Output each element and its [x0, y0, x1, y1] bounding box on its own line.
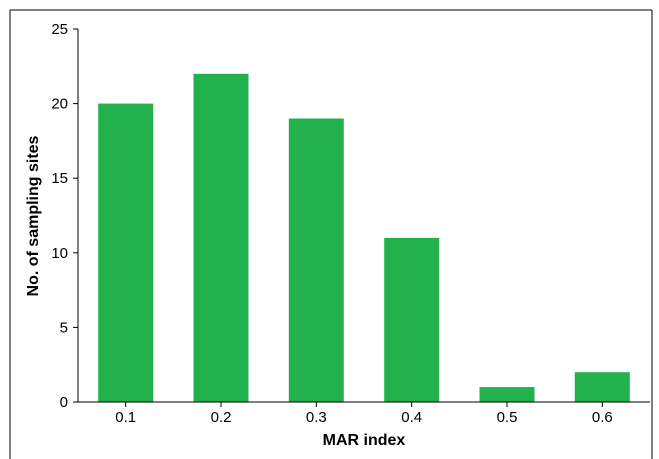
- y-tick-label: 20: [51, 96, 68, 113]
- x-tick-label: 0.1: [115, 409, 136, 426]
- plot-area: 0 5 10 15 20 25 0.1 0.2 0.3 0.4 0.5 0.6: [51, 21, 650, 426]
- x-axis-title: MAR index: [323, 432, 406, 449]
- bar-0.4: [384, 237, 440, 402]
- bar-0.2: [193, 73, 249, 403]
- y-tick-label: 0: [60, 394, 68, 411]
- bar-0.1: [98, 103, 154, 402]
- bar-0.6: [574, 372, 630, 402]
- y-tick-label: 10: [51, 245, 68, 262]
- y-tick-label: 5: [60, 319, 68, 336]
- x-tick-label: 0.5: [497, 409, 518, 426]
- x-tick-label: 0.6: [592, 409, 613, 426]
- bar-0.5: [479, 387, 535, 402]
- x-tick-label: 0.3: [306, 409, 327, 426]
- x-tick-label: 0.4: [401, 409, 422, 426]
- bar-0.3: [288, 118, 344, 402]
- y-tick-label: 15: [51, 170, 68, 187]
- x-tick-label: 0.2: [211, 409, 232, 426]
- y-axis-title: No. of sampling sites: [25, 135, 42, 296]
- y-tick-label: 25: [51, 21, 68, 38]
